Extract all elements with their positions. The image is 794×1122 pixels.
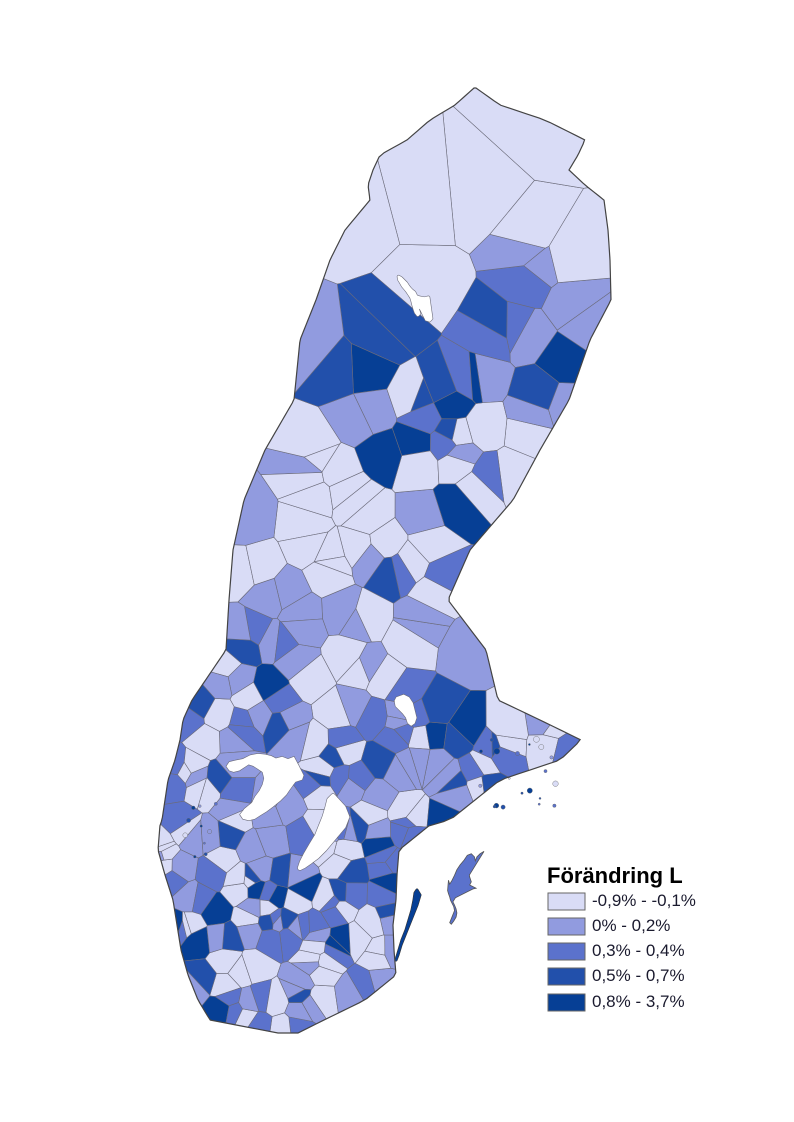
- svg-text:0,3% - 0,4%: 0,3% - 0,4%: [592, 941, 685, 960]
- svg-text:-0,9% - -0,1%: -0,9% - -0,1%: [592, 891, 696, 910]
- svg-text:0,8% - 3,7%: 0,8% - 3,7%: [592, 992, 685, 1011]
- svg-text:0,5% - 0,7%: 0,5% - 0,7%: [592, 966, 685, 985]
- svg-text:Förändring L: Förändring L: [547, 863, 683, 888]
- svg-text:0% - 0,2%: 0% - 0,2%: [592, 916, 670, 935]
